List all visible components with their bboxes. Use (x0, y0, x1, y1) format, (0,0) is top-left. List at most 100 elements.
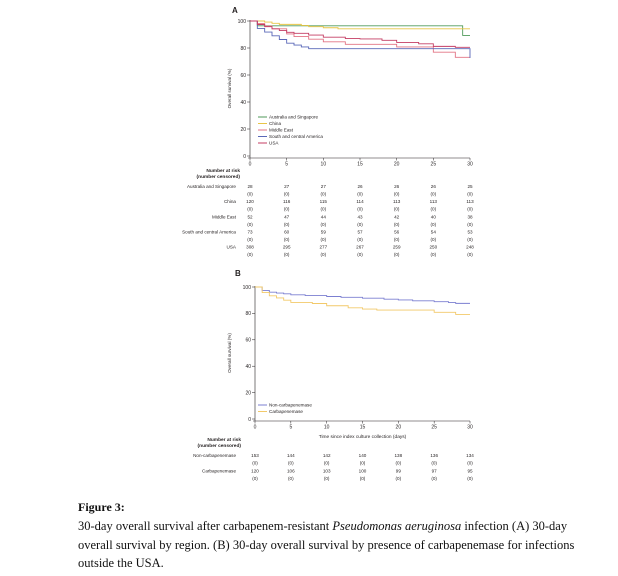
panel-a-risk-censored: (0) (247, 192, 253, 197)
panel-a-risk-at-risk: 250 (429, 245, 437, 250)
panel-b-risk-censored: (0) (360, 476, 366, 481)
panel-a-risk-at-risk: 248 (466, 245, 474, 250)
panel-a-risk-censored: (0) (394, 237, 400, 242)
panel-b-risk-censored: (0) (252, 476, 258, 481)
panel-b-risk-at-risk: 140 (359, 453, 367, 458)
panel-a-legend-label: China (269, 121, 281, 126)
panel-a-risk-at-risk: 73 (247, 229, 253, 234)
panel-a-risk-row-label: South and central America (182, 229, 236, 234)
panel-b-risk-censored: (0) (324, 461, 330, 466)
panel-b-risk-row-label: Non-carbapenemase (193, 453, 236, 458)
panel-a-y-axis-label: Overall survival (%) (227, 68, 232, 108)
panel-b-risk-censored: (0) (288, 476, 294, 481)
panel-a-legend-label: Australia and Singapore (269, 115, 318, 120)
panel-a-legend-label: South and central America (269, 134, 323, 139)
panel-a-risk-censored: (0) (357, 222, 363, 227)
figure-label: Figure 3: (78, 500, 125, 514)
panel-a-risk-censored: (0) (431, 237, 437, 242)
panel-a-risk-censored: (0) (247, 207, 253, 212)
panel-a-letter: A (232, 6, 238, 15)
panel-b-x-tick-label: 30 (467, 425, 473, 431)
panel-b-risk-at-risk: 138 (394, 453, 402, 458)
panel-b-letter: B (235, 269, 241, 278)
panel-a-risk-censored: (0) (394, 252, 400, 257)
panel-a-risk-censored: (0) (321, 252, 327, 257)
panel-a-risk-at-risk: 44 (321, 214, 327, 219)
panel-a-risk-at-risk: 38 (467, 214, 473, 219)
panel-a-x-tick-label: 15 (357, 162, 363, 168)
panel-b-y-axis-label: Overall survival (%) (227, 333, 232, 373)
panel-a-risk-censored: (0) (321, 192, 327, 197)
panel-a-risk-at-risk: 25 (467, 184, 473, 189)
caption-organism: Pseudomonas aeruginosa (332, 519, 462, 533)
panel-a-risk-censored: (0) (247, 237, 253, 242)
panel-a-risk-at-risk: 56 (394, 229, 400, 234)
panel-b-risk-at-risk: 144 (287, 453, 295, 458)
panel-a-risk-at-risk: 259 (393, 245, 401, 250)
panel-a-risk-at-risk: 27 (321, 184, 327, 189)
panel-b-risk-censored: (0) (467, 461, 473, 466)
panel-a-risk-at-risk: 60 (284, 229, 290, 234)
panel-a-risk-censored: (0) (357, 192, 363, 197)
panel-b-x-tick-label: 15 (360, 425, 366, 431)
panel-a-y-tick-label: 40 (240, 100, 246, 106)
panel-b-risk-subheading: (number censored) (198, 443, 242, 449)
panel-b-legend-label: Non-carbapenemase (269, 403, 312, 408)
panel-b-y-tick-label: 100 (243, 285, 252, 291)
panel-b-risk-at-risk: 136 (430, 453, 438, 458)
panel-a-risk-censored: (0) (284, 222, 290, 227)
panel-b-risk-at-risk: 120 (251, 468, 259, 473)
panel-a-risk-at-risk: 116 (283, 199, 291, 204)
panel-a-risk-at-risk: 295 (283, 245, 291, 250)
panel-a-risk-at-risk: 113 (393, 199, 401, 204)
panel-a-risk-censored: (0) (431, 207, 437, 212)
panel-a-risk-at-risk: 308 (246, 245, 254, 250)
panel-a-risk-at-risk: 57 (357, 229, 363, 234)
panel-b-y-tick-label: 20 (245, 390, 251, 396)
panel-b-x-tick-label: 5 (289, 425, 292, 431)
panel-b-risk-at-risk: 103 (323, 468, 331, 473)
panel-b-series-line-2 (255, 286, 470, 315)
panel-b-risk-at-risk: 99 (396, 468, 402, 473)
panel-a-risk-at-risk: 267 (356, 245, 364, 250)
caption-text-start: 30-day overall survival after carbapenem… (78, 519, 333, 533)
panel-a-risk-censored: (0) (467, 237, 473, 242)
figure-caption: Figure 3: 30-day overall survival after … (78, 500, 598, 573)
panel-a-risk-censored: (0) (394, 207, 400, 212)
panel-a-risk-censored: (0) (431, 252, 437, 257)
panel-b-legend-label: Carbapenemase (269, 409, 303, 414)
panel-b-risk-censored: (0) (431, 461, 437, 466)
panel-a-risk-censored: (0) (467, 252, 473, 257)
panel-a-risk-at-risk: 43 (357, 214, 363, 219)
panel-b-risk-censored: (0) (288, 461, 294, 466)
panel-a-risk-at-risk: 47 (284, 214, 290, 219)
panel-a-risk-censored: (0) (357, 207, 363, 212)
panel-a-risk-censored: (0) (394, 192, 400, 197)
panel-a-risk-censored: (0) (431, 222, 437, 227)
panel-b-risk-at-risk: 100 (359, 468, 367, 473)
panel-b-risk-row-label: Carbapenemase (202, 468, 236, 473)
panel-a-risk-censored: (0) (467, 192, 473, 197)
panel-a-risk-at-risk: 42 (394, 214, 400, 219)
panel-b-risk-censored: (0) (324, 476, 330, 481)
panel-b-risk-heading: Number at risk (207, 437, 241, 443)
panel-b-risk-at-risk: 106 (287, 468, 295, 473)
panel-b-risk-at-risk: 95 (467, 468, 473, 473)
panel-a-risk-heading: Number at risk (206, 168, 240, 174)
panel-a-risk-at-risk: 53 (467, 229, 473, 234)
panel-a-risk-censored: (0) (247, 252, 253, 257)
panel-a-x-tick-label: 30 (467, 162, 473, 168)
panel-b-x-tick-label: 0 (254, 425, 257, 431)
panel-b-y-tick-label: 0 (248, 417, 251, 423)
panel-a-risk-at-risk: 277 (319, 245, 327, 250)
panel-a-risk-at-risk: 115 (320, 199, 328, 204)
panel-a-series-line-1 (250, 20, 470, 36)
panel-a-y-tick-label: 60 (240, 73, 246, 79)
panel-a-series-line-5 (250, 20, 470, 48)
panel-a-risk-at-risk: 54 (431, 229, 437, 234)
panel-a-risk-censored: (0) (321, 222, 327, 227)
panel-a-risk-at-risk: 26 (357, 184, 363, 189)
panel-b-series-line-1 (255, 286, 470, 304)
panel-a-y-tick-label: 80 (240, 46, 246, 52)
